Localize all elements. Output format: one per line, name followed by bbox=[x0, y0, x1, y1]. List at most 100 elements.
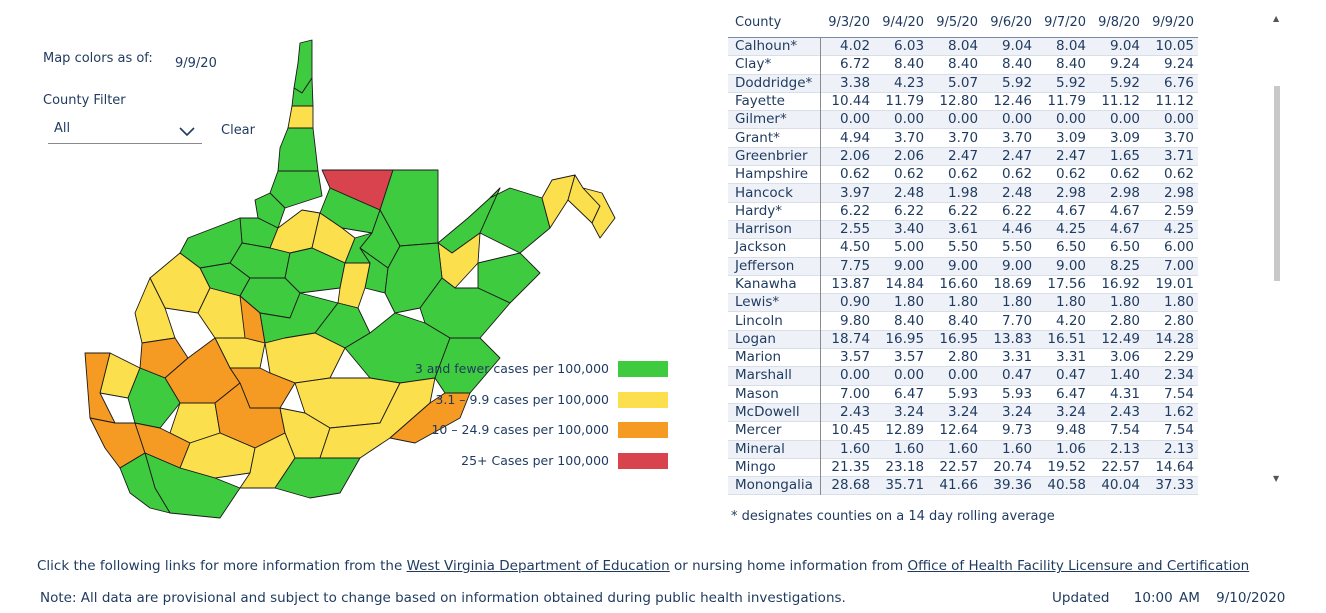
table-scrollbar[interactable]: ▲ ▼ bbox=[1272, 14, 1282, 488]
table-row[interactable]: Jackson 4.50 5.00 5.50 5.50 6.50 6.50 6.00 bbox=[728, 238, 1198, 258]
county-name-cell: Doddridge* bbox=[728, 74, 821, 93]
county-name-cell: Hampshire bbox=[728, 165, 821, 184]
links-middle-text: or nursing home information from bbox=[669, 558, 908, 574]
rate-cell: 3.31 bbox=[1055, 349, 1087, 366]
table-row[interactable]: Jefferson 7.75 9.00 9.00 9.00 9.00 8.25 7.00 bbox=[728, 257, 1198, 276]
table-row[interactable]: Calhoun* 4.02 6.03 8.04 9.04 8.04 9.04 10.05 bbox=[728, 37, 1198, 56]
rate-cell: 4.20 bbox=[1055, 312, 1087, 329]
table-header-row: County 9/3/20 9/4/20 9/5/20 9/6/20 9/7/2… bbox=[728, 8, 1198, 38]
rate-cell: 2.13 bbox=[1144, 440, 1198, 459]
table-row[interactable]: Mercer 10.45 12.89 12.64 9.73 9.48 7.54 7.54 bbox=[728, 421, 1198, 441]
table-row[interactable]: Hardy* 6.22 6.22 6.22 6.22 4.67 4.67 2.59 bbox=[728, 202, 1198, 221]
table-row[interactable]: Logan 18.74 16.95 16.95 13.83 16.51 12.49 14.28 bbox=[728, 330, 1198, 349]
rate-cell: 13.87 bbox=[831, 276, 871, 292]
rate-cell: 3.06 bbox=[1109, 349, 1140, 366]
column-header-date[interactable]: 9/4/20 bbox=[882, 15, 925, 30]
legend-swatch-green bbox=[618, 361, 668, 377]
county-filter-dropdown[interactable]: All bbox=[48, 117, 202, 144]
table-row[interactable]: Mason 7.00 6.47 5.93 5.93 6.47 4.31 7.54 bbox=[728, 385, 1198, 404]
legend-swatch-orange bbox=[618, 422, 668, 438]
county-wetzel[interactable] bbox=[269, 170, 323, 209]
table-row[interactable]: Harrison 2.55 3.40 3.61 4.46 4.25 4.67 4.25 bbox=[728, 220, 1198, 239]
rate-cell: 4.50 bbox=[840, 239, 871, 256]
rate-cell: 6.76 bbox=[1144, 74, 1198, 93]
table-row[interactable]: Mineral 1.60 1.60 1.60 1.60 1.06 2.13 2.13 bbox=[728, 440, 1198, 459]
table-row[interactable]: Grant* 4.94 3.70 3.70 3.70 3.09 3.09 3.70 bbox=[728, 128, 1198, 148]
county-marshall[interactable] bbox=[277, 127, 319, 172]
rate-cell: 2.59 bbox=[1163, 202, 1194, 219]
county-mason[interactable] bbox=[134, 277, 176, 344]
rate-cell: 9.24 bbox=[1163, 56, 1194, 73]
rate-cell: 22.57 bbox=[939, 458, 979, 475]
rate-cell: 7.00 bbox=[840, 385, 871, 402]
county-name-cell: Lincoln bbox=[728, 311, 821, 331]
column-header-date[interactable]: 9/3/20 bbox=[828, 15, 871, 30]
scroll-down-icon[interactable]: ▼ bbox=[1273, 474, 1280, 483]
table-row[interactable]: Lewis* 0.90 1.80 1.80 1.80 1.80 1.80 1.80 bbox=[728, 293, 1198, 312]
column-header-county[interactable]: County bbox=[735, 15, 782, 30]
rate-cell: 7.54 bbox=[1109, 422, 1140, 439]
rate-cell: 6.50 bbox=[1109, 239, 1140, 256]
column-header-date[interactable]: 9/5/20 bbox=[936, 15, 979, 30]
rate-cell: 3.70 bbox=[947, 129, 979, 146]
county-name-cell: Kanawha bbox=[728, 275, 821, 294]
scroll-up-icon[interactable]: ▲ bbox=[1273, 14, 1280, 23]
rate-cell: 8.40 bbox=[947, 312, 979, 329]
wv-dept-education-link[interactable]: West Virginia Department of Education bbox=[406, 558, 670, 574]
rate-cell: 0.00 bbox=[874, 110, 929, 129]
county-name-cell: Fayette bbox=[728, 92, 821, 111]
table-row[interactable]: Fayette 10.44 11.79 12.80 12.46 11.79 11.12 11.… bbox=[728, 92, 1198, 111]
county-jefferson[interactable] bbox=[582, 187, 616, 239]
rate-cell: 9.00 bbox=[928, 257, 983, 276]
table-row[interactable]: Lincoln 9.80 8.40 8.40 7.70 4.20 2.80 2.80 bbox=[728, 311, 1198, 331]
table-row[interactable]: Doddridge* 3.38 4.23 5.07 5.92 5.92 5.92 6.76 bbox=[728, 74, 1198, 93]
table-row[interactable]: Marshall 0.00 0.00 0.00 0.47 0.47 1.40 2.34 bbox=[728, 366, 1198, 386]
county-hampshire[interactable] bbox=[479, 187, 551, 254]
county-ohio[interactable] bbox=[287, 105, 314, 129]
rate-cell: 6.22 bbox=[894, 202, 925, 219]
county-name-cell: Marion bbox=[728, 348, 821, 367]
county-name-cell: Hardy* bbox=[728, 202, 821, 221]
county-wayne[interactable] bbox=[84, 352, 116, 424]
county-green-sw[interactable] bbox=[119, 452, 171, 514]
county-monroe-south[interactable] bbox=[274, 457, 361, 499]
county-monroe-east[interactable] bbox=[389, 392, 471, 444]
scrollbar-thumb[interactable] bbox=[1274, 86, 1280, 281]
rate-cell: 2.47 bbox=[982, 147, 1037, 166]
county-name-cell: Grant* bbox=[728, 128, 821, 148]
county-filter-label: County Filter bbox=[43, 93, 126, 108]
table-row[interactable]: Gilmer* 0.00 0.00 0.00 0.00 0.00 0.00 0.00 bbox=[728, 110, 1198, 129]
county-name-cell: Hancock bbox=[728, 183, 821, 203]
rate-cell: 16.51 bbox=[1036, 330, 1091, 349]
column-header-date[interactable]: 9/6/20 bbox=[990, 15, 1033, 30]
county-hardy[interactable] bbox=[477, 252, 541, 304]
rate-cell: 2.06 bbox=[874, 147, 929, 166]
column-header-date[interactable]: 9/7/20 bbox=[1044, 15, 1087, 30]
county-brooke[interactable] bbox=[291, 77, 314, 107]
table-row[interactable]: Kanawha 13.87 14.84 16.60 18.69 17.56 16.92 19.… bbox=[728, 275, 1198, 294]
rate-cell: 9.04 bbox=[982, 37, 1037, 56]
rate-cell: 6.47 bbox=[894, 385, 925, 402]
rate-cell: 7.54 bbox=[1163, 422, 1194, 439]
rate-cell: 9.04 bbox=[1090, 37, 1144, 56]
rate-cell: 3.24 bbox=[1036, 403, 1091, 422]
table-row[interactable]: Greenbrier 2.06 2.06 2.47 2.47 2.47 1.65 3.71 bbox=[728, 147, 1198, 166]
rate-cell: 1.60 bbox=[982, 440, 1037, 459]
clear-filter-button[interactable]: Clear bbox=[221, 123, 255, 138]
rate-cell: 0.00 bbox=[1036, 110, 1091, 129]
table-row[interactable]: Hampshire 0.62 0.62 0.62 0.62 0.62 0.62 0.62 bbox=[728, 165, 1198, 184]
rate-cell: 6.03 bbox=[874, 37, 929, 56]
table-row[interactable]: Monongalia 28.68 35.71 41.66 39.36 40.58 40.04… bbox=[728, 476, 1198, 495]
table-row[interactable]: Marion 3.57 3.57 2.80 3.31 3.31 3.06 2.29 bbox=[728, 348, 1198, 367]
table-row[interactable]: Mingo 21.35 23.18 22.57 20.74 19.52 22.57 14.64 bbox=[728, 458, 1198, 477]
table-row[interactable]: McDowell 2.43 3.24 3.24 3.24 3.24 2.43 1.62 bbox=[728, 403, 1198, 422]
health-facility-licensure-link[interactable]: Office of Health Facility Licensure and … bbox=[907, 558, 1250, 574]
column-header-date[interactable]: 9/9/20 bbox=[1152, 15, 1194, 30]
county-name-cell: Gilmer* bbox=[728, 110, 821, 129]
table-row[interactable]: Clay* 6.72 8.40 8.40 8.40 8.40 9.24 9.24 bbox=[728, 55, 1198, 75]
rate-cell: 4.23 bbox=[874, 74, 929, 93]
rate-cell: 0.62 bbox=[840, 166, 871, 183]
table-row[interactable]: Hancock 3.97 2.48 1.98 2.48 2.98 2.98 2.98 bbox=[728, 183, 1198, 203]
county-barbour[interactable] bbox=[359, 247, 389, 294]
column-header-date[interactable]: 9/8/20 bbox=[1098, 15, 1140, 30]
